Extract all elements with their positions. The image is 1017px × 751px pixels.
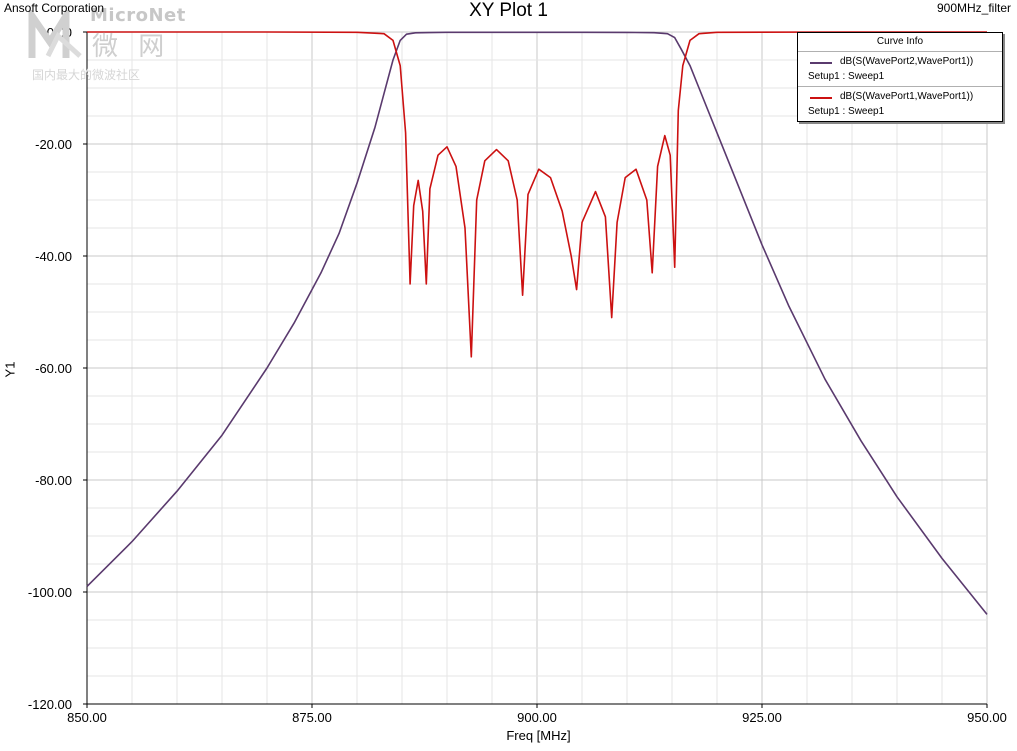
series-line-s21: [86, 31, 988, 615]
y-axis-label: Y1: [2, 361, 18, 378]
series-line-s11: [87, 31, 987, 358]
x-tick-label: 875.00: [292, 710, 332, 725]
y-tick-label: -20.00: [35, 137, 72, 152]
project-name: 900MHz_filter: [936, 1, 1011, 15]
legend-name-s21: dB(S(WavePort2,WavePort1)): [840, 56, 974, 67]
legend-swatch-s21: [810, 62, 832, 64]
grid: [86, 31, 988, 705]
x-tick-label: 850.00: [67, 710, 107, 725]
chart-title: XY Plot 1: [469, 0, 548, 21]
y-tick-label: 0.00: [47, 25, 72, 40]
legend-swatch-s11: [810, 97, 832, 99]
company-label: Ansoft Corporation: [4, 1, 105, 15]
y-tick-label: -40.00: [35, 249, 72, 264]
legend-setup-s11: Setup1 : Sweep1: [808, 106, 885, 117]
y-tick-label: -60.00: [35, 361, 72, 376]
axes: 850.00 875.00 900.00 925.00 950.00 0.00 -20.00…: [28, 25, 1007, 725]
legend-entry-s11[interactable]: dB(S(WavePort1,WavePort1)) Setup1 : Swee…: [798, 87, 1002, 121]
y-tick-label: -100.00: [28, 585, 72, 600]
series: [86, 31, 988, 615]
legend-setup-s21: Setup1 : Sweep1: [808, 71, 885, 82]
legend-entry-s21[interactable]: dB(S(WavePort2,WavePort1)) Setup1 : Swee…: [798, 52, 1002, 87]
y-tick-label: -120.00: [28, 697, 72, 712]
x-tick-label: 950.00: [967, 710, 1007, 725]
x-axis-label: Freq [MHz]: [506, 728, 571, 743]
legend-name-s11: dB(S(WavePort1,WavePort1)): [840, 91, 974, 102]
x-tick-label: 925.00: [742, 710, 782, 725]
legend-title: Curve Info: [798, 33, 1002, 52]
y-tick-label: -80.00: [35, 473, 72, 488]
x-tick-label: 900.00: [517, 710, 557, 725]
curve-info-legend[interactable]: Curve Info dB(S(WavePort2,WavePort1)) Se…: [797, 32, 1003, 122]
